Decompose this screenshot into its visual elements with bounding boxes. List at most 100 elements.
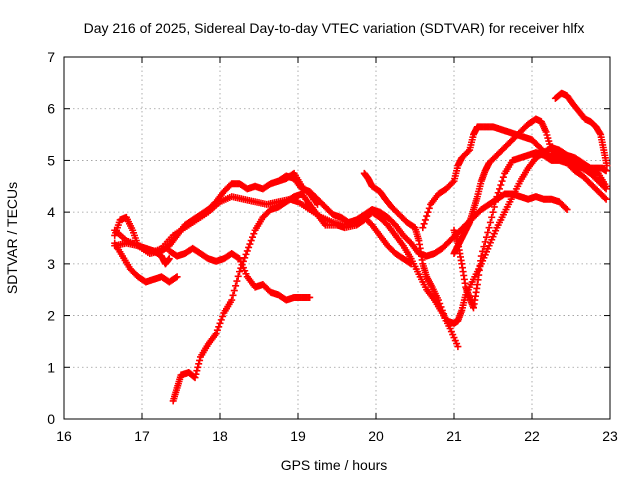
data-point-track-10	[498, 177, 506, 185]
x-tick-label: 20	[368, 428, 384, 444]
x-axis-label: GPS time / hours	[281, 457, 388, 473]
y-tick-label: 2	[47, 308, 55, 324]
data-point-track-10	[490, 203, 498, 211]
data-point-track-9	[420, 220, 428, 228]
data-point-track-6	[247, 237, 255, 245]
data-point-track-7	[563, 206, 571, 214]
data-point-track-12	[603, 162, 611, 170]
data-point-track-10	[601, 194, 609, 202]
data-point-track-10	[486, 218, 494, 226]
y-axis-label: SDTVAR / TECUs	[4, 182, 20, 294]
data-point-track-10	[485, 224, 493, 232]
data-point-track-10	[488, 213, 496, 221]
data-point-track-10	[492, 198, 500, 206]
data-point-track-6	[194, 363, 202, 371]
data-point-track-6	[196, 356, 204, 364]
data-point-track-9	[425, 204, 433, 212]
y-tick-label: 3	[47, 256, 55, 272]
data-point-track-9	[423, 212, 431, 220]
data-point-track-6	[242, 250, 250, 258]
data-point-track-9	[419, 224, 427, 232]
data-point-track-6	[233, 277, 241, 285]
data-point-track-6	[241, 254, 249, 262]
data-point-track-9	[449, 178, 457, 186]
chart-title: Day 216 of 2025, Sidereal Day-to-day VTE…	[84, 20, 585, 36]
data-point-track-6	[238, 261, 246, 269]
data-point-track-10	[496, 185, 503, 193]
data-point-track-10	[479, 247, 487, 255]
data-point-track-10	[480, 243, 488, 251]
data-point-track-6	[249, 233, 256, 241]
y-tick-label: 6	[47, 101, 55, 117]
y-tick-label: 0	[47, 411, 55, 427]
data-markers	[111, 89, 611, 405]
data-point-track-10	[494, 189, 502, 197]
data-point-track-6	[191, 374, 199, 382]
x-tick-label: 22	[524, 428, 540, 444]
data-point-track-8	[436, 300, 444, 308]
y-tick-label: 4	[47, 204, 55, 220]
data-point-track-6	[232, 282, 240, 290]
data-point-track-6	[215, 323, 223, 331]
data-point-track-6	[245, 243, 253, 251]
data-point-track-9	[464, 147, 472, 155]
axis-ticks	[63, 56, 611, 420]
data-point-track-6	[228, 296, 236, 304]
data-point-track-7	[562, 204, 570, 212]
x-tick-label: 23	[602, 428, 618, 444]
data-point-track-6	[212, 330, 220, 338]
data-point-track-8	[438, 306, 446, 314]
data-point-track-6	[213, 326, 221, 334]
x-tick-label: 21	[446, 428, 462, 444]
data-point-track-6	[239, 257, 247, 265]
x-tick-labels: 16 17 18 19 20 21 22 23	[56, 428, 618, 444]
y-tick-label: 5	[47, 152, 55, 168]
data-point-track-6	[234, 272, 242, 280]
x-tick-label: 19	[290, 428, 306, 444]
grid-lines	[64, 57, 610, 419]
x-tick-label: 18	[212, 428, 228, 444]
data-point-track-8	[440, 310, 448, 318]
data-point-track-1	[165, 255, 173, 263]
data-point-track-8	[441, 313, 449, 321]
data-point-track-11	[601, 184, 609, 192]
data-point-track-6	[237, 264, 245, 272]
x-tick-label: 16	[56, 428, 72, 444]
data-point-track-6	[229, 291, 237, 299]
data-point-track-5	[234, 254, 242, 262]
data-point-track-10	[483, 233, 490, 241]
data-point-track-6	[216, 319, 224, 327]
data-point-track-5	[306, 293, 314, 301]
data-point-track-2	[172, 274, 180, 282]
y-tick-label: 7	[47, 49, 55, 65]
x-tick-label: 17	[134, 428, 150, 444]
data-point-track-10	[481, 238, 489, 246]
plot-frame	[63, 56, 611, 420]
y-tick-label: 1	[47, 359, 55, 375]
data-point-track-10	[484, 228, 492, 236]
data-point-track-6	[236, 268, 243, 276]
data-point-track-10	[493, 193, 501, 201]
data-point-track-11	[602, 185, 610, 193]
data-point-track-8	[437, 303, 445, 311]
data-point-track-10	[477, 252, 485, 260]
data-point-track-6	[454, 343, 462, 351]
data-point-track-10	[497, 181, 505, 189]
data-point-track-10	[602, 195, 610, 203]
data-point-track-10	[489, 208, 497, 216]
data-point-track-6	[193, 367, 201, 375]
data-point-track-9	[424, 208, 432, 216]
data-point-track-6	[230, 287, 238, 295]
y-tick-labels: 0 1 2 3 4 5 6 7	[47, 49, 55, 427]
data-point-track-2	[173, 273, 181, 281]
data-point-track-8	[434, 296, 442, 304]
data-point-track-9	[421, 216, 429, 224]
data-point-track-6	[217, 316, 225, 324]
data-point-track-10	[499, 173, 507, 181]
data-point-track-6	[250, 230, 258, 238]
data-point-track-6	[192, 370, 200, 378]
data-point-track-6	[195, 360, 203, 368]
data-point-track-6	[246, 240, 254, 248]
data-point-track-6	[219, 312, 227, 320]
